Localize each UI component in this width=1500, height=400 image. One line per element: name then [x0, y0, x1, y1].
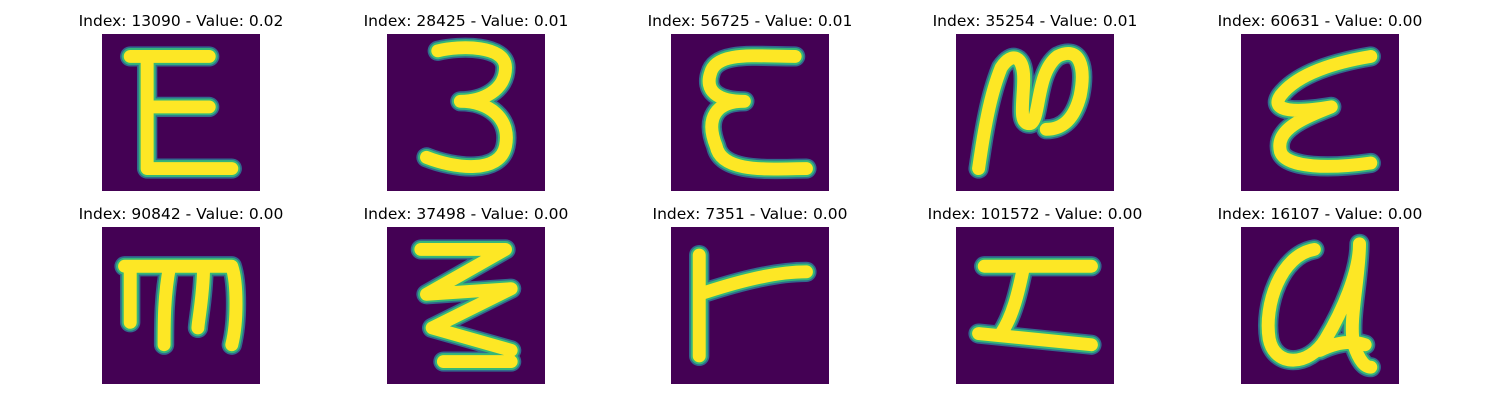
- glyph-a-image: [1241, 227, 1399, 384]
- tile-title: Index: 60631 - Value: 0.00: [1217, 12, 1423, 30]
- tile-title: Index: 16107 - Value: 0.00: [1217, 205, 1423, 223]
- glyph-image: [956, 34, 1114, 191]
- glyph-stroke-layer: [692, 248, 813, 363]
- glyph-epsilon-image: [671, 34, 829, 191]
- glyph-image: [1241, 34, 1399, 191]
- glyph-zigzag-image: [387, 227, 545, 384]
- glyph-e-image: [102, 34, 260, 191]
- glyph-image: [387, 227, 545, 384]
- tile-title: Index: 101572 - Value: 0.00: [927, 205, 1143, 223]
- glyph-stroke-layer: [123, 49, 239, 176]
- glyph-image: [1241, 227, 1399, 384]
- glyph-image: [102, 227, 260, 384]
- glyph-t-image: [671, 227, 829, 384]
- glyph-stroke-layer: [420, 41, 513, 173]
- glyph-stroke-layer: [972, 47, 1089, 176]
- glyph-stroke-layer: [1271, 49, 1378, 173]
- glyph-stroke-layer: [414, 242, 518, 369]
- tile-title: Index: 35254 - Value: 0.01: [932, 12, 1138, 30]
- glyph-stroke-layer: [702, 49, 813, 176]
- tile-title: Index: 90842 - Value: 0.00: [78, 205, 284, 223]
- glyph-n-image: [956, 34, 1114, 191]
- glyph-epsilon-image: [1241, 34, 1399, 191]
- glyph-image: [956, 227, 1114, 384]
- glyph-m-image: [102, 227, 260, 384]
- glyph-image: [671, 34, 829, 191]
- tile-title: Index: 37498 - Value: 0.00: [363, 205, 569, 223]
- glyph-stroke-layer: [118, 259, 243, 352]
- glyph-stroke-layer: [972, 259, 1098, 352]
- glyph-image: [102, 34, 260, 191]
- glyph-3-image: [387, 34, 545, 191]
- tile-title: Index: 56725 - Value: 0.01: [647, 12, 853, 30]
- glyph-stroke-layer: [1261, 237, 1378, 374]
- tile-title: Index: 28425 - Value: 0.01: [363, 12, 569, 30]
- tile-title: Index: 13090 - Value: 0.02: [78, 12, 284, 30]
- glyph-image: [387, 34, 545, 191]
- glyph-image: [671, 227, 829, 384]
- glyph-z-image: [956, 227, 1114, 384]
- tile-title: Index: 7351 - Value: 0.00: [652, 205, 848, 223]
